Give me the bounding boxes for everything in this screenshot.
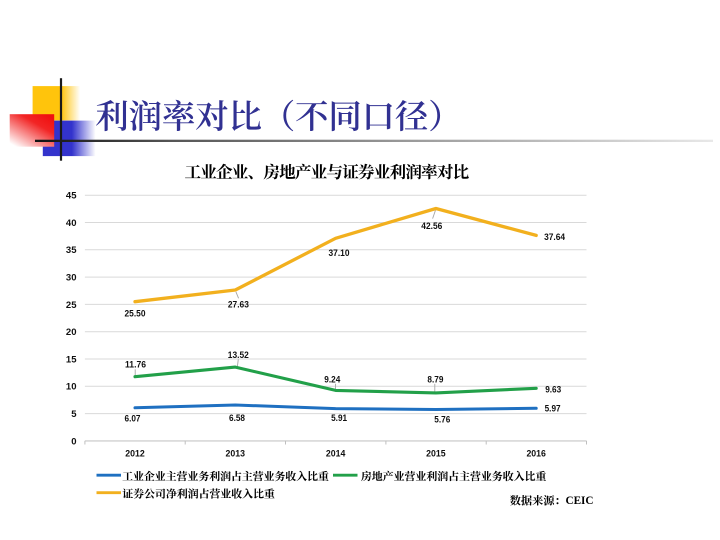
svg-text:27.63: 27.63 — [228, 300, 249, 311]
svg-text:10: 10 — [66, 382, 77, 393]
svg-text:42.56: 42.56 — [421, 221, 442, 232]
svg-text:5.76: 5.76 — [434, 414, 450, 425]
svg-text:37.64: 37.64 — [544, 232, 566, 243]
svg-text:5.97: 5.97 — [545, 404, 561, 415]
svg-text:9.24: 9.24 — [324, 374, 341, 385]
svg-text:2013: 2013 — [226, 449, 246, 460]
svg-text:0: 0 — [71, 436, 76, 447]
svg-text:25: 25 — [66, 300, 77, 311]
svg-text:6.07: 6.07 — [125, 413, 141, 424]
svg-text:15: 15 — [66, 354, 77, 365]
svg-text:40: 40 — [66, 218, 77, 229]
svg-text:30: 30 — [66, 273, 77, 284]
svg-text:9.63: 9.63 — [545, 385, 561, 396]
svg-text:2015: 2015 — [426, 449, 446, 460]
svg-text:5: 5 — [71, 409, 77, 420]
svg-text:2012: 2012 — [125, 449, 145, 460]
svg-text:25.50: 25.50 — [125, 309, 146, 320]
svg-text:35: 35 — [66, 245, 77, 256]
svg-text:6.58: 6.58 — [229, 413, 245, 424]
svg-text:5.91: 5.91 — [331, 413, 348, 424]
svg-text:45: 45 — [66, 191, 77, 202]
svg-text:8.79: 8.79 — [427, 375, 443, 386]
svg-text:37.10: 37.10 — [329, 248, 350, 259]
svg-text:2016: 2016 — [526, 449, 546, 460]
svg-text:CEIC: CEIC — [566, 495, 594, 507]
svg-text:13.52: 13.52 — [228, 350, 249, 361]
svg-text:2014: 2014 — [326, 449, 346, 460]
svg-text:20: 20 — [66, 327, 77, 338]
svg-text:11.76: 11.76 — [125, 360, 146, 371]
